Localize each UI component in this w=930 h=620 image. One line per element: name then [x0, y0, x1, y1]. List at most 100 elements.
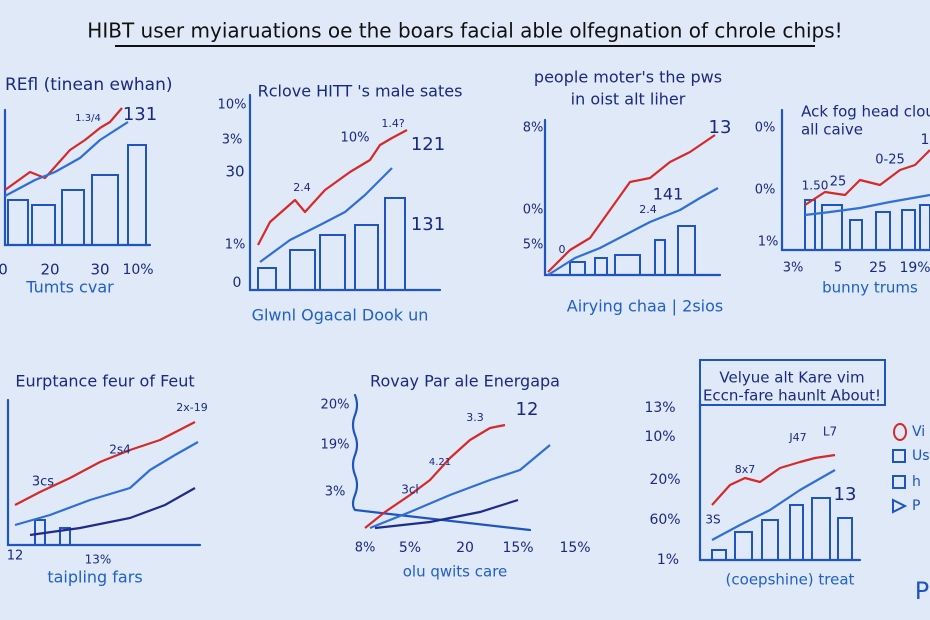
line [547, 187, 719, 276]
panel-label: 13% [644, 400, 675, 416]
bars [711, 497, 853, 560]
panel-label: 20% [649, 472, 680, 488]
line [711, 469, 836, 541]
legend-symbol [892, 449, 906, 463]
panel-label: 1 [921, 132, 930, 148]
panel-label: 5% [523, 238, 544, 253]
panel-label: bunny trums [822, 279, 918, 297]
panel-label: Tumts cvar [25, 278, 114, 297]
panel-label: 0 [559, 243, 566, 256]
panel-label: 19% [899, 260, 930, 276]
panel-label: 30 [90, 261, 109, 279]
panel-label: 5 [834, 261, 842, 276]
panel-label: 3% [222, 133, 243, 148]
panel-title: in oist alt liher [571, 90, 686, 109]
bars [804, 199, 930, 250]
line [374, 498, 519, 530]
axes [3, 108, 152, 247]
panel-title: Velyue alt Kare vim [719, 369, 864, 387]
line [804, 149, 930, 206]
panel-label: 12 [7, 549, 24, 564]
line [369, 444, 551, 530]
axes [248, 93, 442, 292]
panel-label: 4.21 [429, 457, 451, 468]
panel-sketch-7 [698, 359, 908, 562]
panel-label: 1% [758, 235, 779, 250]
panel-label: 20 [40, 261, 59, 279]
panel-label: 0 [0, 261, 8, 279]
axes [351, 393, 532, 532]
axes [698, 398, 862, 562]
legend-label: Vi [912, 424, 925, 440]
panel-label: 2s4 [109, 443, 131, 457]
bars [257, 197, 406, 290]
panel-label: 10% [341, 131, 370, 146]
panel-label: 15% [502, 540, 533, 556]
panel-label: 10% [644, 429, 675, 445]
panel-label: 25 [869, 260, 887, 276]
panel-label: 0% [755, 183, 776, 198]
panel-label: L7 [823, 425, 837, 439]
panel-label: taipling fars [47, 568, 142, 587]
line [547, 134, 716, 273]
panel-label: 3cs [32, 475, 54, 490]
axes [780, 108, 930, 252]
panel-label: 20 [456, 540, 474, 556]
panel-title: Rclove HITT 's male sates [258, 82, 463, 101]
axes [6, 398, 202, 547]
line [29, 487, 196, 537]
panel-label: 12 [516, 399, 539, 420]
panel-label: 0-25 [875, 153, 905, 168]
panel-label: 60% [649, 512, 680, 528]
panel-label: 2.4 [639, 203, 657, 216]
panel-sketch-5 [6, 398, 202, 547]
legend-label: h [912, 474, 921, 490]
legend-label: Us [912, 448, 930, 464]
panel-label: 121 [411, 134, 445, 155]
title-box [699, 359, 886, 406]
line [4, 121, 129, 197]
legend-symbol [892, 475, 906, 489]
panel-label: 131 [123, 104, 157, 125]
panel-label: 8% [523, 121, 544, 136]
line [4, 107, 123, 191]
line [804, 193, 930, 217]
axes [543, 118, 722, 277]
panel-label: 19% [321, 438, 350, 453]
panel-label: 13 [709, 117, 732, 138]
line [14, 421, 196, 506]
line [257, 129, 408, 246]
line [14, 441, 199, 527]
panel-label: 3% [783, 261, 804, 276]
panel-label: 1% [225, 238, 246, 253]
line [711, 453, 836, 506]
panel-label: 131 [411, 214, 445, 235]
panel-label: 0 [233, 275, 242, 291]
line [364, 423, 506, 529]
panel-title: all caive [801, 121, 863, 139]
panel-label: 1.3/4 [75, 113, 101, 124]
panel-label: Glwnl Ogacal Dook un [252, 306, 429, 325]
panel-label: 5% [399, 540, 421, 556]
panel-sketch-3 [543, 118, 722, 277]
line [259, 167, 393, 263]
panel-label: 1.50 [802, 179, 829, 193]
panel-title: people moter's the pws [534, 68, 722, 87]
panel-label: 8x7 [735, 463, 756, 476]
bars [7, 144, 147, 245]
panel-label: 15% [559, 540, 590, 556]
panel-label: (coepshine) treat [726, 571, 855, 589]
bars [569, 225, 696, 275]
panel-label: 1.4? [381, 117, 404, 130]
panel-label: 3cl [401, 483, 419, 497]
panel-title: Rovay Par ale Energapa [370, 372, 560, 391]
panel-label: J47 [788, 431, 806, 444]
panel-sketch-4 [780, 108, 930, 252]
panel-sketch-1 [3, 107, 152, 247]
panel-label: 0% [523, 203, 544, 218]
panel-label: 141 [653, 185, 684, 204]
panel-label: 8% [355, 541, 376, 556]
panel-label: 3S [705, 513, 720, 527]
panel-sketch-2 [248, 93, 442, 292]
